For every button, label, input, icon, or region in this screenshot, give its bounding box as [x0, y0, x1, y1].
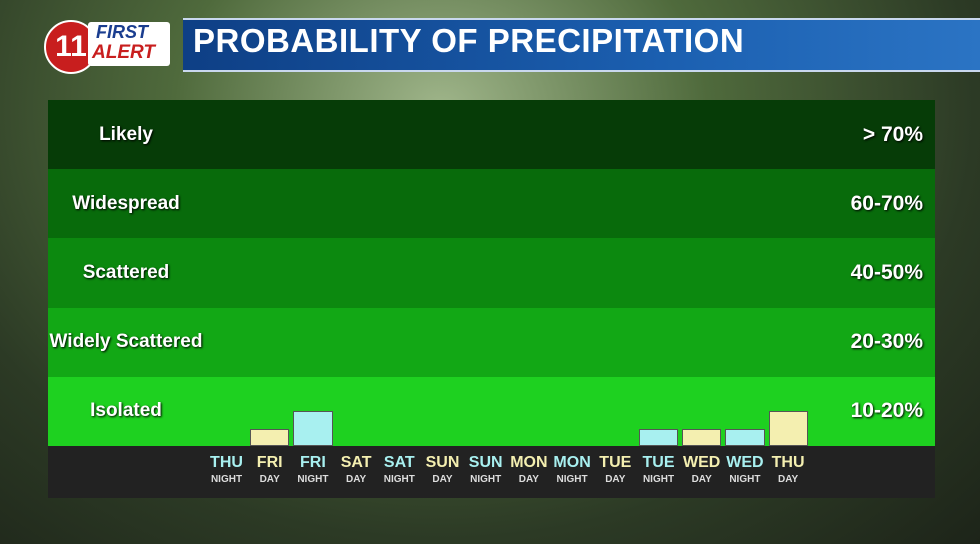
x-tick-sublabel: DAY	[432, 474, 453, 485]
x-tick-label: MON	[553, 454, 591, 471]
chart-title: PROBABILITY OF PRECIPITATION	[193, 22, 745, 59]
logo-line1: FIRST	[96, 22, 148, 42]
band-range: 40-50%	[850, 260, 923, 284]
band: Likely > 70%	[48, 100, 935, 170]
band-label: Widely Scattered	[49, 331, 203, 353]
x-tick-label: WED	[726, 454, 764, 471]
x-tick-sublabel: DAY	[691, 474, 712, 485]
x-tick-sublabel: DAY	[518, 474, 539, 485]
band-label: Widespread	[72, 192, 180, 214]
x-tick-sublabel: NIGHT	[470, 474, 502, 485]
band: Scattered 40-50%	[48, 238, 935, 308]
x-tick-label: THU	[771, 454, 805, 471]
bar	[639, 428, 679, 446]
band-range: 20-30%	[850, 330, 923, 354]
x-tick-label: FRI	[300, 454, 326, 471]
x-tick-label: SUN	[468, 454, 503, 471]
x-tick-label: SUN	[425, 454, 460, 471]
band-label: Isolated	[90, 400, 162, 422]
band-range: 60-70%	[850, 191, 923, 215]
logo-box	[88, 22, 170, 66]
band-range: 10-20%	[850, 399, 923, 423]
band-label: Scattered	[82, 261, 170, 283]
band-range: > 70%	[862, 122, 923, 146]
x-tick-sublabel: DAY	[345, 474, 367, 485]
x-tick-label: TUE	[599, 454, 632, 471]
x-tick-sublabel: DAY	[777, 474, 799, 485]
x-tick-sublabel: NIGHT	[642, 474, 675, 485]
bar	[250, 428, 290, 446]
band: Widespread 60-70%	[48, 169, 935, 239]
x-tick-sublabel: NIGHT	[556, 474, 588, 485]
x-tick-label: MON	[510, 454, 548, 471]
bar	[682, 428, 722, 446]
x-tick-sublabel: DAY	[259, 474, 280, 485]
x-tick-label: WED	[683, 454, 721, 471]
x-tick-sublabel: DAY	[605, 474, 626, 485]
x-tick-sublabel: NIGHT	[729, 474, 761, 485]
logo-line2: ALERT	[92, 42, 155, 63]
axis-strip	[48, 446, 935, 498]
x-tick-label: THU	[210, 454, 243, 471]
title-bar	[183, 18, 980, 72]
bar	[768, 411, 808, 446]
band-label: Likely	[99, 123, 153, 145]
x-tick-sublabel: NIGHT	[383, 474, 415, 485]
band: Widely Scattered 20-30%	[48, 307, 935, 377]
bar	[725, 428, 765, 446]
x-tick-label: SAT	[383, 454, 415, 471]
x-tick-sublabel: NIGHT	[210, 474, 243, 485]
bar	[293, 411, 333, 446]
x-tick-sublabel: NIGHT	[297, 474, 329, 485]
x-tick-label: TUE	[642, 454, 675, 471]
x-tick-label: FRI	[256, 454, 283, 471]
x-tick-label: SAT	[340, 454, 372, 471]
